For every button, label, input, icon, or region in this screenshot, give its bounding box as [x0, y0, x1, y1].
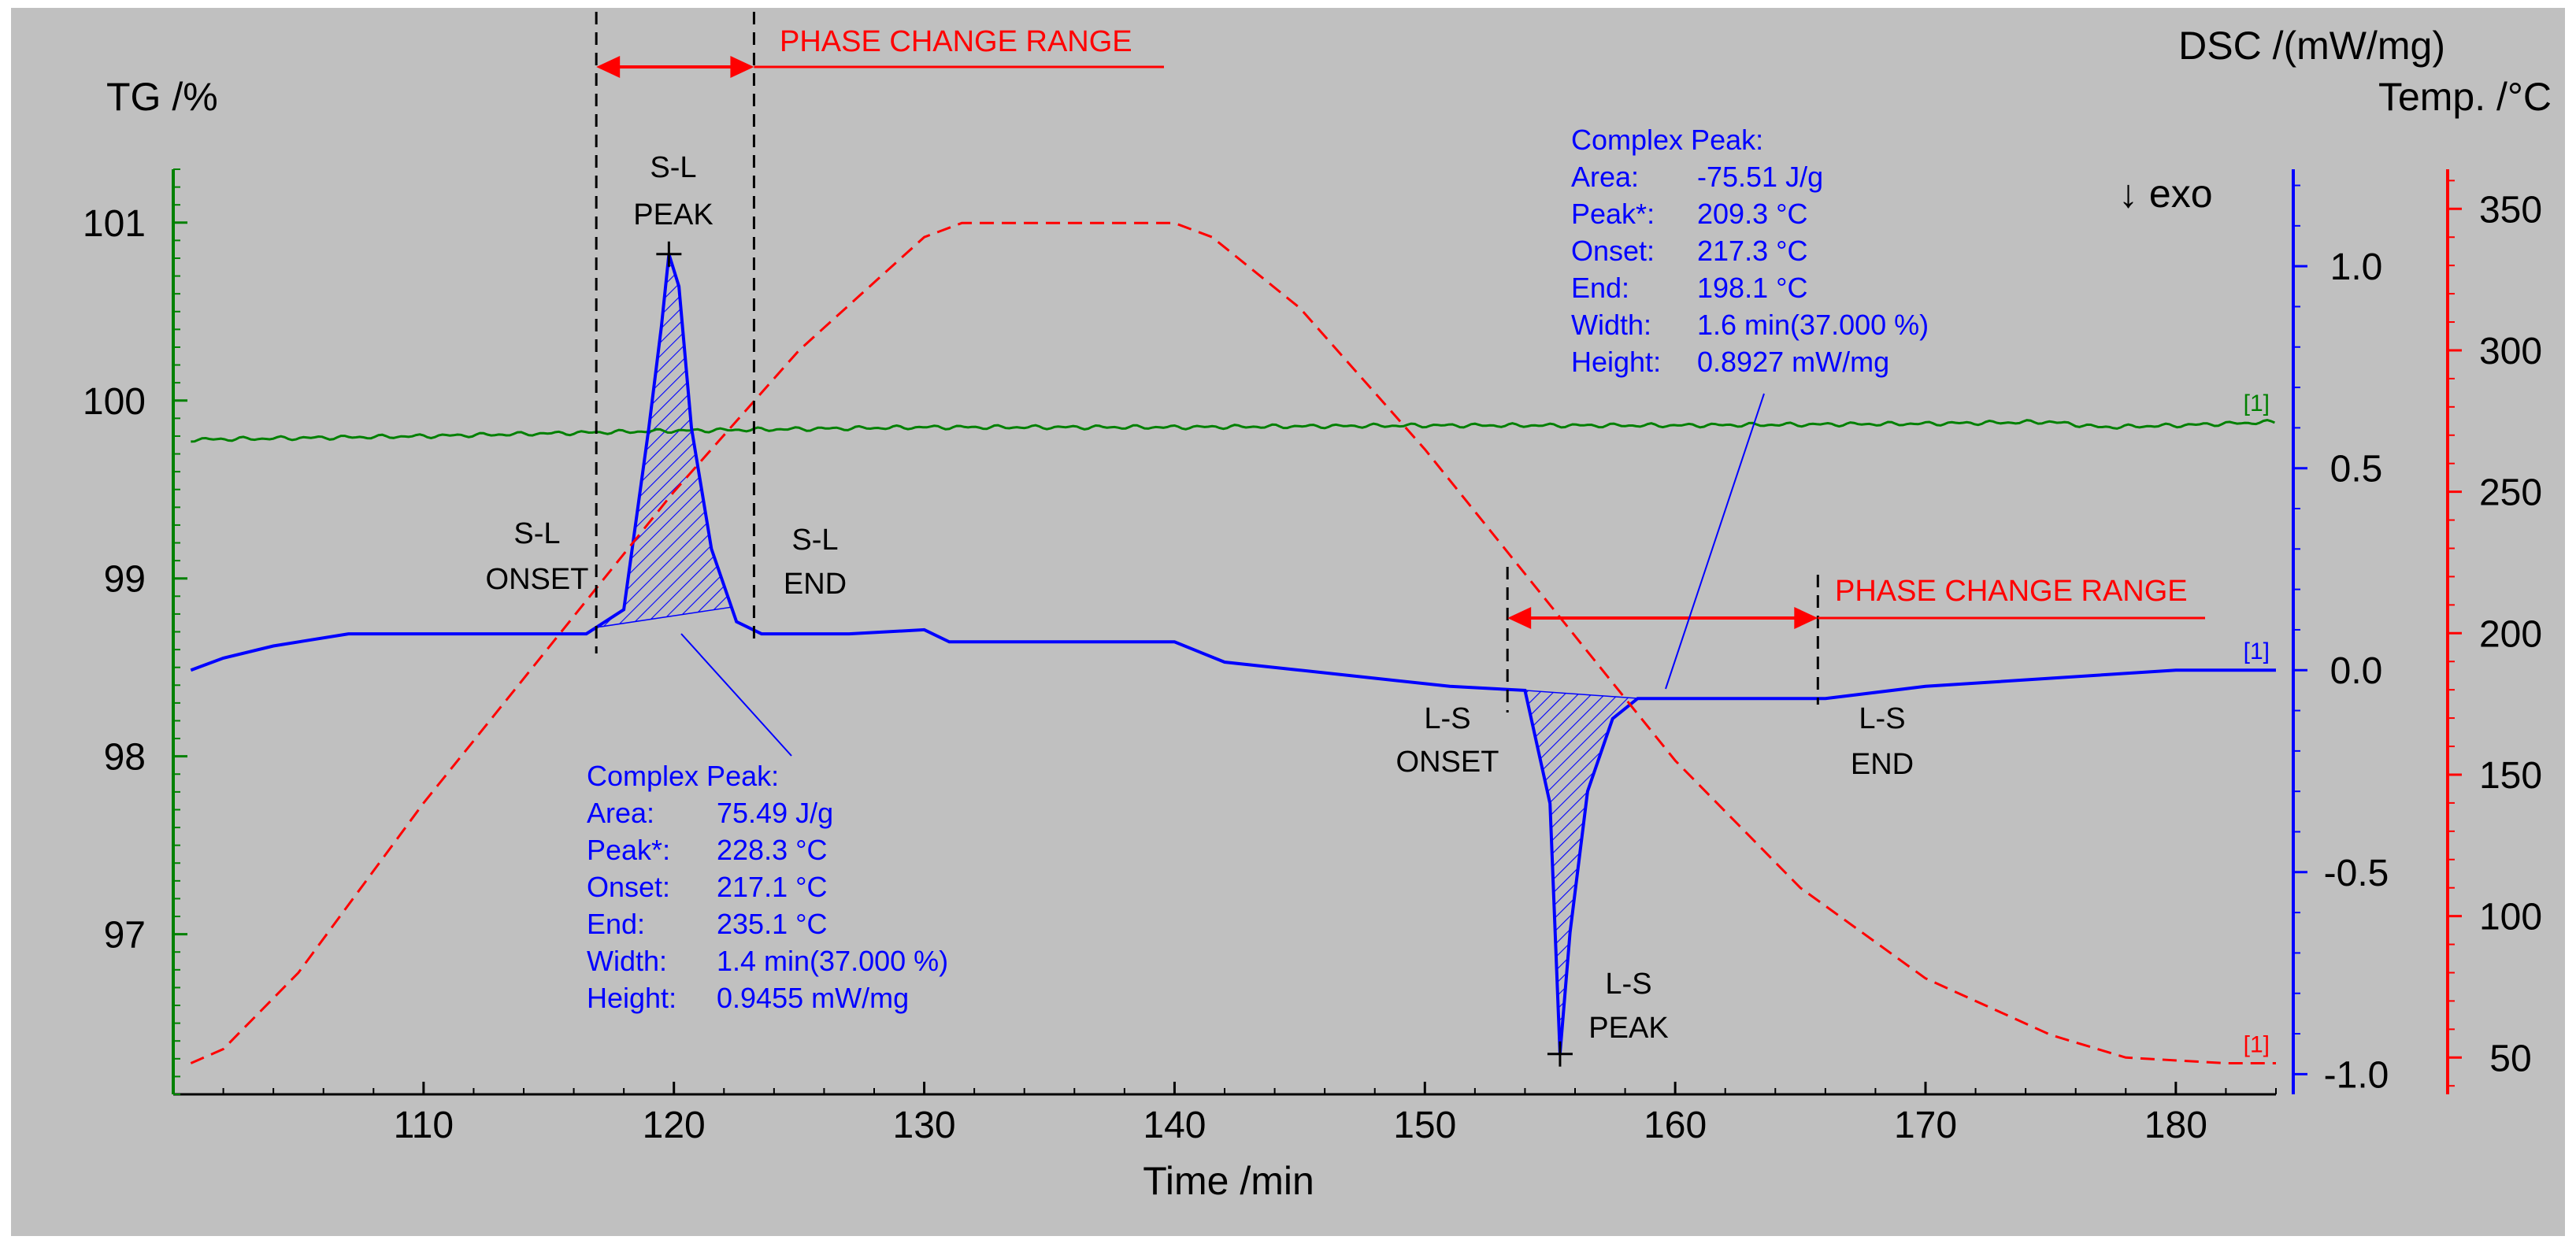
heating-complex-peak-label: Width: — [587, 945, 667, 977]
s-l-end-label-line2: END — [784, 568, 847, 601]
tg-tick-label: 101 — [83, 203, 146, 245]
dsc-end-label: [1] — [2244, 638, 2270, 664]
tg-tick-label: 98 — [104, 737, 146, 779]
temp-tick-label: 350 — [2479, 189, 2542, 231]
cooling-complex-peak-label: End: — [1571, 272, 1629, 304]
cooling-range-arrow-head-right — [1794, 607, 1818, 629]
dsc-tick-label: -0.5 — [2324, 853, 2389, 894]
x-tick-label: 110 — [394, 1105, 454, 1146]
temp-tick-label: 300 — [2479, 331, 2542, 372]
x-tick-label: 140 — [1143, 1105, 1206, 1146]
heating-peak-marker — [656, 241, 682, 267]
heating-complex-peak-label: Complex Peak: — [587, 760, 779, 792]
heating-complex-peak-value: 217.1 °C — [717, 871, 827, 903]
cooling-complex-peak-label: Height: — [1571, 346, 1661, 378]
cooling-complex-peak-value: 1.6 min(37.000 %) — [1697, 309, 1929, 341]
x-tick-label: 130 — [893, 1105, 956, 1146]
temp-tick-label: 100 — [2479, 897, 2542, 938]
cooling-complex-peak-value: 209.3 °C — [1697, 198, 1807, 230]
x-tick-label: 170 — [1894, 1105, 1957, 1146]
heating-complex-peak-value: 0.9455 mW/mg — [717, 982, 909, 1014]
temp-tick-label: 150 — [2479, 755, 2542, 797]
tg-axis-title: TG /% — [106, 75, 218, 119]
heating-phase-range-label: PHASE CHANGE RANGE — [780, 25, 1132, 58]
s-l-onset-label-line2: ONSET — [486, 563, 589, 596]
cooling-complex-peak-label: Complex Peak: — [1571, 124, 1763, 156]
cooling-complex-peak-label: Width: — [1571, 309, 1651, 341]
s-l-peak-label-line2: PEAK — [633, 198, 713, 231]
l-s-end-label-line2: END — [1851, 748, 1914, 781]
heating-range-arrow-head-left — [596, 56, 621, 78]
tg-tick-label: 100 — [83, 381, 146, 423]
temp-tick-label: 250 — [2479, 472, 2542, 514]
cooling-complex-peak-label: Peak*: — [1571, 198, 1655, 230]
dsc-tick-label: 0.5 — [2330, 449, 2383, 490]
cooling-peak-marker — [1547, 1041, 1573, 1067]
heating-complex-peak-label: Area: — [587, 797, 654, 829]
l-s-peak-label-line1: L-S — [1605, 968, 1651, 1001]
heating-complex-peak-value: 228.3 °C — [717, 834, 827, 866]
dsc-series-line — [190, 254, 2276, 1054]
heating-complex-peak-value: 235.1 °C — [717, 908, 827, 940]
l-s-onset-label-line1: L-S — [1424, 702, 1470, 735]
l-s-peak-label-line2: PEAK — [1588, 1012, 1668, 1045]
s-l-end-label-line1: S-L — [791, 524, 838, 557]
tg-series-line — [191, 419, 2275, 443]
series-group — [190, 221, 2276, 1064]
temp-tick-label: 50 — [2489, 1038, 2531, 1079]
l-s-onset-label-line2: ONSET — [1396, 746, 1499, 779]
temp-tick-label: 200 — [2479, 613, 2542, 655]
dsc-tick-label: -1.0 — [2324, 1054, 2389, 1096]
tg-end-label: [1] — [2244, 390, 2270, 416]
heating-complex-peak-label: Height: — [587, 982, 676, 1014]
cooling-phase-range-label: PHASE CHANGE RANGE — [1835, 575, 2188, 608]
temp-axis-title: Temp. /°C — [2378, 75, 2552, 119]
heating-complex-peak-value: 75.49 J/g — [717, 797, 833, 829]
cooling-leader-line — [1665, 393, 1765, 690]
exo-indicator: ↓ exo — [2118, 172, 2213, 216]
x-tick-label: 150 — [1393, 1105, 1456, 1146]
temp-end-label: [1] — [2244, 1031, 2270, 1057]
temp-series-line — [190, 221, 2276, 1064]
heating-complex-peak-label: Peak*: — [587, 834, 670, 866]
dsc-axis-title: DSC /(mW/mg) — [2178, 24, 2445, 68]
cooling-range-arrow-head-left — [1507, 607, 1532, 629]
dsc-tick-label: 0.0 — [2330, 650, 2383, 692]
dsc-tick-label: 1.0 — [2330, 246, 2383, 288]
tg-tick-label: 97 — [104, 915, 146, 957]
x-tick-label: 120 — [643, 1105, 706, 1146]
heating-complex-peak-value: 1.4 min(37.000 %) — [717, 945, 948, 977]
cooling-complex-peak-value: 0.8927 mW/mg — [1697, 346, 1889, 378]
chart-background — [11, 8, 2565, 1236]
x-tick-label: 180 — [2144, 1105, 2207, 1146]
s-l-peak-label-line1: S-L — [650, 151, 696, 184]
cooling-complex-peak-value: 217.3 °C — [1697, 235, 1807, 267]
heating-complex-peak-label: End: — [587, 908, 645, 940]
annotations-group: [1] [1] [1] Complex Peak: Area: 75.49 J/g Peak… — [587, 12, 2270, 1067]
x-tick-label: 160 — [1644, 1105, 1707, 1146]
cooling-complex-peak-value: 198.1 °C — [1697, 272, 1807, 304]
tg-tick-label: 99 — [104, 559, 146, 601]
l-s-end-label-line1: L-S — [1859, 702, 1905, 735]
cooling-complex-peak-label: Onset: — [1571, 235, 1655, 267]
cooling-complex-peak-value: -75.51 J/g — [1697, 161, 1823, 193]
heating-leader-line — [680, 633, 792, 757]
s-l-onset-label-line1: S-L — [513, 517, 560, 550]
axes-group: 110 120 130 140 150 160 170 180 97 98 99 100 101 -1.0… — [83, 168, 2542, 1146]
cooling-complex-peak-label: Area: — [1571, 161, 1639, 193]
heating-complex-peak-label: Onset: — [587, 871, 670, 903]
heating-range-arrow-head-right — [730, 56, 754, 78]
x-axis-title: Time /min — [1143, 1159, 1314, 1203]
